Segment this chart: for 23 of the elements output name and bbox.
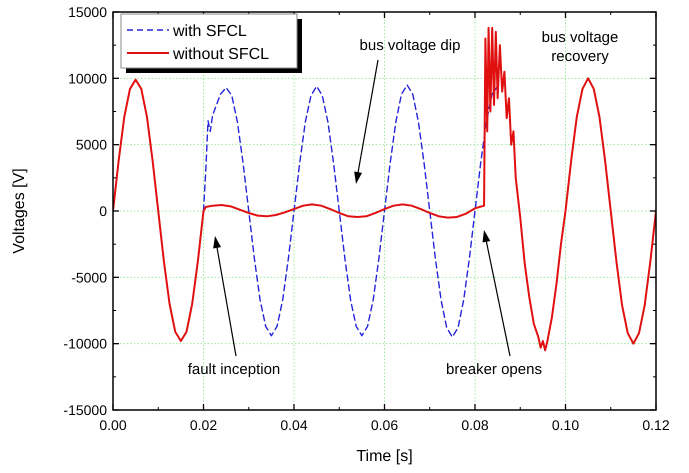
y-tick-label: 10000 [68, 70, 108, 86]
x-tick-label: 0.02 [190, 417, 218, 433]
annotation: bus voltage recovery [542, 29, 618, 65]
annotation: fault inception [188, 361, 280, 378]
x-tick-label: 0.10 [552, 417, 580, 433]
y-tick-label: -10000 [63, 336, 108, 352]
x-axis-title: Time [s] [356, 448, 413, 465]
y-tick-label: 0 [99, 203, 108, 219]
y-tick-label: 15000 [68, 4, 108, 20]
x-tick-label: 0.00 [99, 417, 127, 433]
y-tick-label: -5000 [71, 269, 108, 286]
x-tick-label: 0.04 [280, 417, 308, 433]
x-tick-label: 0.06 [370, 417, 398, 433]
legend-label: without SFCL [172, 46, 270, 63]
x-tick-label: 0.12 [642, 417, 670, 433]
x-tick-label: 0.08 [461, 417, 489, 433]
y-tick-label: -15000 [63, 402, 108, 418]
annotation: breaker opens [446, 361, 542, 378]
legend-label: with SFCL [172, 23, 247, 40]
annotation: bus voltage dip [360, 37, 460, 54]
line-series [202, 84, 498, 338]
y-axis-title: Voltages [V] [11, 168, 28, 254]
y-tick-label: 5000 [76, 136, 108, 153]
